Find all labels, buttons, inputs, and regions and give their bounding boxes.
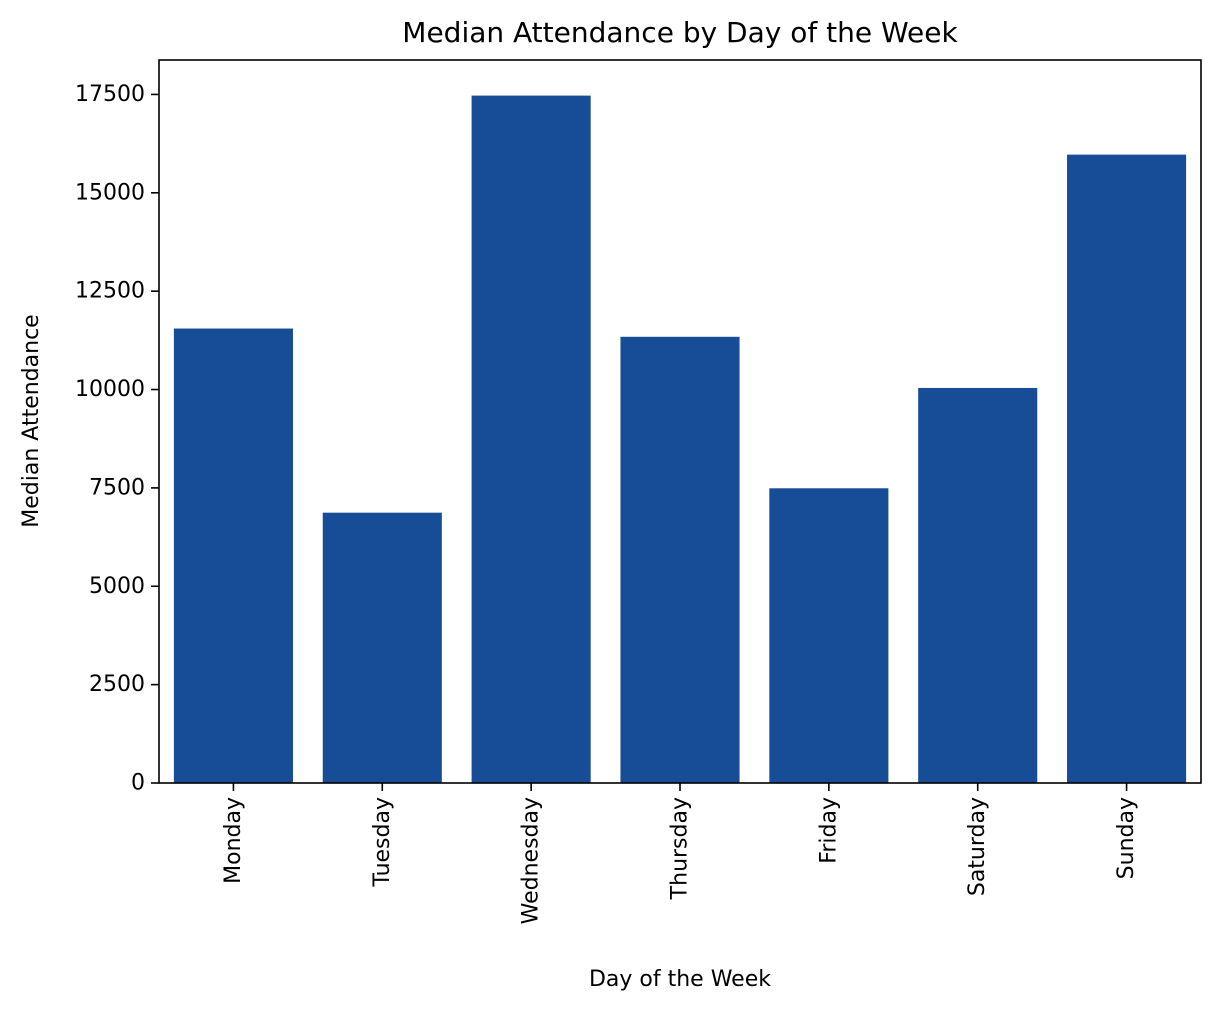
chart-title: Median Attendance by Day of the Week bbox=[402, 16, 958, 49]
bar-thursday bbox=[620, 336, 740, 783]
x-tick-label: Monday bbox=[221, 797, 246, 884]
y-tick-label: 0 bbox=[131, 771, 145, 796]
y-tick-label: 5000 bbox=[89, 574, 145, 599]
y-axis-label: Median Attendance bbox=[19, 314, 44, 527]
bars-layer bbox=[173, 95, 1187, 783]
x-axis-label: Day of the Week bbox=[589, 967, 771, 992]
y-tick-label: 7500 bbox=[89, 475, 145, 500]
y-tick-label: 10000 bbox=[75, 377, 145, 402]
x-tick-label: Friday bbox=[816, 797, 841, 864]
x-axis-ticks: Monday Tuesday Wednesday Thursday Friday Satu… bbox=[221, 783, 1139, 924]
bar-wednesday bbox=[471, 95, 591, 783]
y-tick-label: 17500 bbox=[75, 82, 145, 107]
x-tick-label: Tuesday bbox=[370, 797, 395, 888]
y-tick-label: 15000 bbox=[75, 180, 145, 205]
x-tick-label: Sunday bbox=[1114, 797, 1139, 879]
bar-sunday bbox=[1067, 154, 1187, 783]
x-tick-label: Wednesday bbox=[519, 797, 544, 924]
bar-friday bbox=[769, 488, 889, 783]
bar-tuesday bbox=[322, 512, 442, 783]
x-tick-label: Thursday bbox=[668, 797, 693, 900]
y-axis-ticks: 0 2500 5000 7500 10000 12500 15000 17500 bbox=[75, 82, 159, 796]
x-tick-label: Saturday bbox=[965, 797, 990, 896]
bar-saturday bbox=[918, 387, 1038, 783]
y-tick-label: 2500 bbox=[89, 672, 145, 697]
y-tick-label: 12500 bbox=[75, 279, 145, 304]
bar-monday bbox=[173, 328, 293, 783]
plot-frame bbox=[158, 59, 1202, 784]
